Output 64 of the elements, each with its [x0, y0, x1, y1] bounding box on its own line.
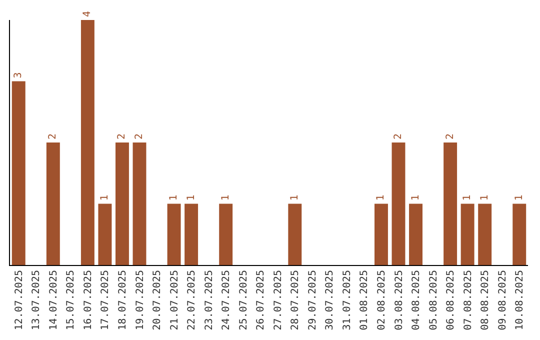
data-label: 2: [48, 133, 59, 140]
x-tick-label: 05.08.2025: [428, 270, 440, 330]
x-tick-label: 13.07.2025: [31, 270, 42, 330]
bar: [184, 204, 198, 265]
x-tick-label: 02.08.2025: [376, 270, 388, 330]
x-tick-label: 19.07.2025: [134, 270, 146, 330]
bar: [478, 204, 492, 265]
data-label: 2: [116, 133, 128, 140]
bar: [46, 142, 60, 265]
bar: [132, 142, 146, 265]
data-label: 1: [168, 194, 180, 201]
data-label: 1: [376, 194, 387, 201]
x-tick-label: 04.08.2025: [411, 270, 422, 330]
x-tick-label: 17.07.2025: [100, 270, 112, 330]
x-tick-label: 03.08.2025: [394, 270, 405, 330]
data-label: 1: [410, 194, 422, 201]
x-tick-label: 01.08.2025: [359, 270, 370, 330]
x-tick-label: 30.07.2025: [324, 270, 336, 330]
data-label: 1: [220, 194, 232, 201]
x-tick-label: 08.08.2025: [480, 270, 492, 330]
bar: [444, 142, 458, 265]
x-tick-label: 27.07.2025: [272, 270, 284, 330]
x-tick-label: 20.07.2025: [152, 270, 164, 330]
data-label: 2: [134, 133, 145, 140]
data-label: 2: [444, 133, 456, 140]
bar: [12, 81, 26, 265]
x-tick-label: 29.07.2025: [307, 270, 318, 330]
bar: [80, 20, 94, 265]
x-tick-label: 24.07.2025: [221, 270, 232, 330]
bar: [374, 204, 388, 265]
data-label: 1: [462, 194, 474, 201]
bar: [512, 204, 526, 265]
bar: [98, 204, 112, 265]
x-tick-label: 31.07.2025: [342, 270, 353, 330]
bar: [116, 142, 129, 265]
x-tick-label: 21.07.2025: [169, 270, 180, 330]
x-tick-label: 09.08.2025: [497, 270, 508, 330]
bar: [167, 204, 181, 265]
x-tick-label: 10.08.2025: [514, 270, 526, 330]
data-label: 4: [82, 10, 94, 17]
x-tick-label: 15.07.2025: [66, 270, 77, 330]
data-label: 1: [289, 194, 300, 201]
x-tick-label: 12.07.2025: [14, 270, 25, 330]
bar: [392, 142, 406, 265]
x-tick-label: 25.07.2025: [238, 270, 250, 330]
x-tick-label: 18.07.2025: [117, 270, 128, 330]
x-tick-label: 26.07.2025: [256, 270, 267, 330]
x-tick-label: 06.08.2025: [446, 270, 457, 330]
x-tick-label: 28.07.2025: [290, 270, 302, 330]
data-label: 1: [514, 194, 525, 201]
data-label: 1: [99, 194, 110, 201]
x-tick-label: 07.08.2025: [462, 270, 474, 330]
x-tick-label: 22.07.2025: [186, 270, 198, 330]
x-tick-label: 16.07.2025: [82, 270, 94, 330]
bar: [460, 204, 474, 265]
x-tick-label: 23.07.2025: [204, 270, 215, 330]
data-label: 2: [393, 133, 404, 140]
data-label: 1: [186, 194, 197, 201]
bar: [409, 204, 422, 265]
bar: [288, 204, 302, 265]
data-label: 3: [13, 72, 24, 78]
x-tick-label: 14.07.2025: [48, 270, 60, 330]
bar: [219, 204, 233, 265]
data-label: 1: [479, 194, 490, 201]
